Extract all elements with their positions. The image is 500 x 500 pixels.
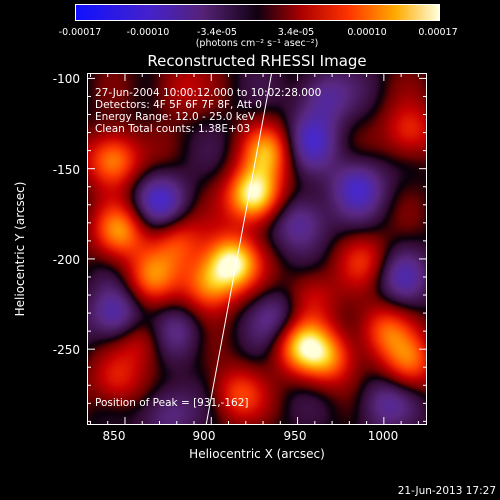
x-axis-label: Heliocentric X (arcsec) xyxy=(189,447,325,461)
x-tick-label: 850 xyxy=(102,429,126,443)
solar-limb-line xyxy=(205,73,273,425)
colorbar-tick: 0.00017 xyxy=(418,27,458,38)
colorbar-unit: (photons cm⁻² s⁻¹ asec⁻²) xyxy=(195,38,319,49)
y-tick-label: -100 xyxy=(52,72,80,86)
y-tick-label: -250 xyxy=(52,343,80,357)
axis-ticks xyxy=(87,73,427,425)
colorbar-tick: 3.4e-05 xyxy=(277,27,315,38)
colorbar-gradient xyxy=(76,5,439,20)
colorbar-tick: 0.00010 xyxy=(347,27,387,38)
colorbar-tick: -3.4e-05 xyxy=(197,27,237,38)
colorbar-tick: -0.00010 xyxy=(126,27,170,38)
timestamp: 21-Jun-2013 17:27 xyxy=(397,485,496,497)
x-tick-label: 1000 xyxy=(367,429,399,443)
x-tick-label: 950 xyxy=(283,429,307,443)
colorbar-tick: -0.00017 xyxy=(58,27,102,38)
heatmap-plot xyxy=(87,73,427,425)
y-axis-label: Heliocentric Y (arcsec) xyxy=(13,181,27,317)
y-tick-label: -150 xyxy=(52,163,80,177)
heatmap-image xyxy=(87,73,427,425)
y-tick-label: -200 xyxy=(52,253,80,267)
clean-counts-text: Clean Total counts: 1.38E+03 xyxy=(95,123,251,135)
x-tick-label: 900 xyxy=(192,429,216,443)
peak-position-text: Position of Peak = [931,-162] xyxy=(95,397,249,409)
energy-range-text: Energy Range: 12.0 - 25.0 keV xyxy=(95,111,256,123)
chart-title: Reconstructed RHESSI Image xyxy=(147,52,367,70)
detectors-text: Detectors: 4F 5F 6F 7F 8F, Att 0 xyxy=(95,99,262,111)
time-range-text: 27-Jun-2004 10:00:12.000 to 10:02:28.000 xyxy=(95,87,322,99)
colorbar xyxy=(75,4,440,21)
plot-frame xyxy=(87,73,427,425)
